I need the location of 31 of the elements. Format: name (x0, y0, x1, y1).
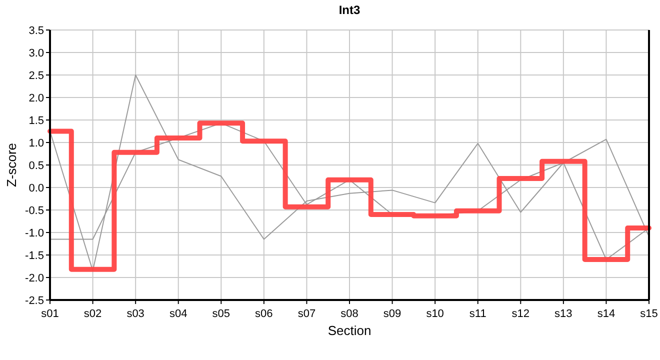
y-tick-label: 3.5 (28, 24, 44, 37)
y-tick-label: 3.0 (28, 47, 44, 60)
y-tick-label: 2.5 (28, 70, 44, 82)
y-tick-label: 1.5 (28, 114, 44, 127)
x-tick-label: s07 (298, 308, 316, 320)
y-tick-label: 0.5 (28, 160, 44, 172)
x-tick-label: s12 (512, 308, 530, 320)
y-tick-label: -2.0 (25, 272, 44, 284)
x-tick-label: s14 (597, 308, 616, 320)
x-tick-label: s03 (126, 308, 144, 320)
x-tick-label: s10 (426, 308, 444, 320)
y-tick-label: 0.0 (28, 182, 44, 194)
x-tick-label: s13 (554, 308, 572, 320)
x-tick-label: s09 (383, 308, 402, 320)
x-tick-label: s05 (212, 308, 230, 320)
x-tick-label: s01 (41, 308, 59, 320)
x-tick-label: s02 (84, 308, 102, 320)
x-tick-label: s04 (169, 308, 188, 320)
chart-title: Int3 (338, 3, 360, 17)
y-axis-title: Z-score (4, 142, 19, 188)
y-tick-label: -1.0 (25, 227, 44, 240)
x-tick-label: s06 (255, 308, 273, 320)
x-axis-title: Section (328, 323, 372, 338)
y-tick-label: -1.5 (25, 250, 44, 262)
x-tick-label: s08 (340, 308, 358, 320)
x-tick-label: s11 (469, 308, 486, 320)
y-tick-label: 1.0 (28, 137, 44, 150)
y-tick-label: -2.5 (25, 294, 44, 307)
x-tick-label: s15 (640, 308, 658, 320)
y-tick-label: -0.5 (25, 204, 44, 217)
y-tick-label: 2.0 (28, 92, 44, 104)
